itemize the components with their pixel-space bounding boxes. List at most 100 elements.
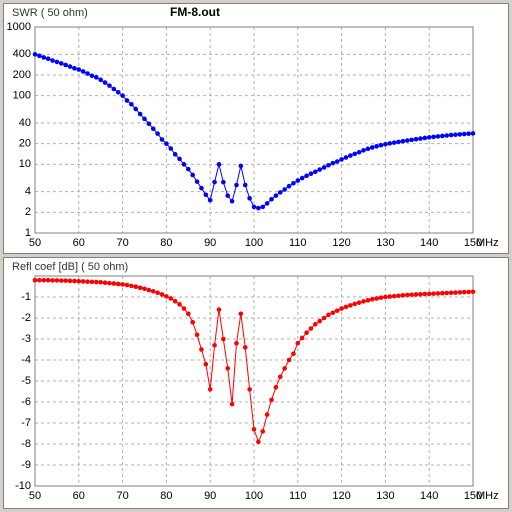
data-point [365,146,371,152]
data-point [440,290,445,296]
data-point [164,294,169,299]
data-point [308,171,314,177]
data-point [299,175,305,181]
data-point [387,141,393,146]
data-point [194,179,200,184]
x-tick-label: 80 [160,490,172,502]
data-point [317,167,323,172]
data-point [334,159,340,164]
data-point [418,291,423,297]
data-point [361,148,366,153]
data-point [225,193,231,198]
data-point [177,302,182,307]
data-point [352,151,358,157]
data-point [94,279,99,285]
data-point [67,64,73,69]
data-point [444,133,450,138]
data-point [356,300,362,305]
x-tick-label: 60 [73,237,85,249]
data-point [343,304,349,310]
data-point [54,59,60,65]
data-point [378,142,384,148]
x-axis-label: MHz [476,490,499,502]
data-point [440,133,445,139]
data-point [383,141,388,147]
y-tick-label: -3 [21,333,31,345]
data-point [58,278,64,283]
y-tick-label: 2 [25,206,31,218]
data-point [426,135,432,140]
data-point [457,132,463,137]
x-tick-label: 110 [289,490,307,502]
data-point [37,277,42,283]
data-point [339,306,344,311]
data-point [172,298,178,304]
data-point [448,290,454,296]
data-point [190,319,195,325]
data-point [238,311,244,317]
data-point [264,201,270,206]
y-tick-label: -2 [21,312,31,324]
data-point [391,293,397,299]
data-point [264,412,270,417]
data-point [111,86,117,92]
data-point [461,131,467,137]
x-tick-label: 90 [204,490,216,502]
x-tick-label: 70 [116,237,128,249]
data-point [146,121,152,127]
data-point [142,116,147,122]
data-point [129,283,134,289]
data-point [225,366,231,371]
data-point [405,138,410,143]
y-tick-label: 400 [13,48,31,60]
data-point [269,196,274,202]
data-point [369,145,375,150]
data-point [242,345,248,350]
data-point [457,290,463,295]
data-point [137,111,143,117]
data-point [85,71,90,76]
data-point [72,66,77,71]
data-point [466,289,471,295]
data-point [45,56,51,62]
data-point [260,204,266,210]
x-tick-label: 140 [420,237,438,249]
y-tick-label: -9 [21,459,31,471]
x-tick-label: 150 [464,237,482,249]
x-tick-label: 110 [289,237,307,249]
x-tick-label: 60 [73,490,85,502]
data-point [242,182,248,188]
data-point [102,80,108,85]
data-point [142,286,147,292]
data-point [435,291,441,296]
data-point [102,280,108,286]
panel-top [3,3,509,254]
data-point [256,439,261,445]
data-point [199,347,204,352]
data-point [273,385,279,390]
data-point [164,141,169,146]
data-point [282,366,287,371]
data-point [67,278,73,284]
data-point [348,303,353,308]
y-axis-label: Refl coef [dB] ( 50 ohm) [12,261,128,273]
data-point [405,292,410,298]
data-point [343,155,349,160]
data-point [374,296,379,301]
data-point [234,182,239,188]
data-point [221,179,226,185]
data-point [85,279,90,284]
data-point [168,146,174,151]
data-point [247,387,252,392]
data-point [326,162,331,168]
y-tick-label: -1 [21,291,31,303]
data-point [120,93,125,98]
data-point [348,153,353,158]
data-point [413,292,419,297]
data-point [461,289,467,295]
data-point [413,136,419,142]
data-point [32,277,38,283]
data-point [448,132,454,138]
data-point [63,278,68,283]
